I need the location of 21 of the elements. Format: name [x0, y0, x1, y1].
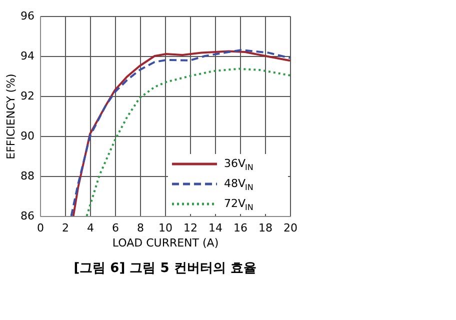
y-tick-label: 90: [20, 130, 34, 142]
x-tick-label: 8: [137, 222, 144, 234]
y-tick-label: 88: [20, 170, 34, 182]
x-tick-label: 18: [258, 222, 272, 234]
y-tick-label: 92: [20, 90, 34, 102]
x-tick-label: 16: [234, 222, 248, 234]
x-tick-label: 0: [37, 222, 44, 234]
y-tick-label: 86: [20, 210, 34, 222]
x-tick-label: 12: [184, 222, 198, 234]
x-tick-label: 4: [87, 222, 94, 234]
line-series: [86, 68, 291, 217]
x-tick-label: 20: [284, 222, 298, 234]
y-tick-label: 96: [20, 10, 34, 22]
x-axis-title: LOAD CURRENT (A): [112, 236, 219, 250]
x-tick-label: 14: [208, 222, 222, 234]
text: [그림 6] 그림 5 컨버터의 효율: [74, 261, 256, 276]
y-tick-label: 94: [20, 50, 34, 62]
x-tick-label: 6: [112, 222, 119, 234]
y-axis-title: EFFICIENCY (%): [4, 74, 18, 160]
x-tick-label: 2: [62, 222, 69, 234]
x-tick-label: 10: [158, 222, 172, 234]
